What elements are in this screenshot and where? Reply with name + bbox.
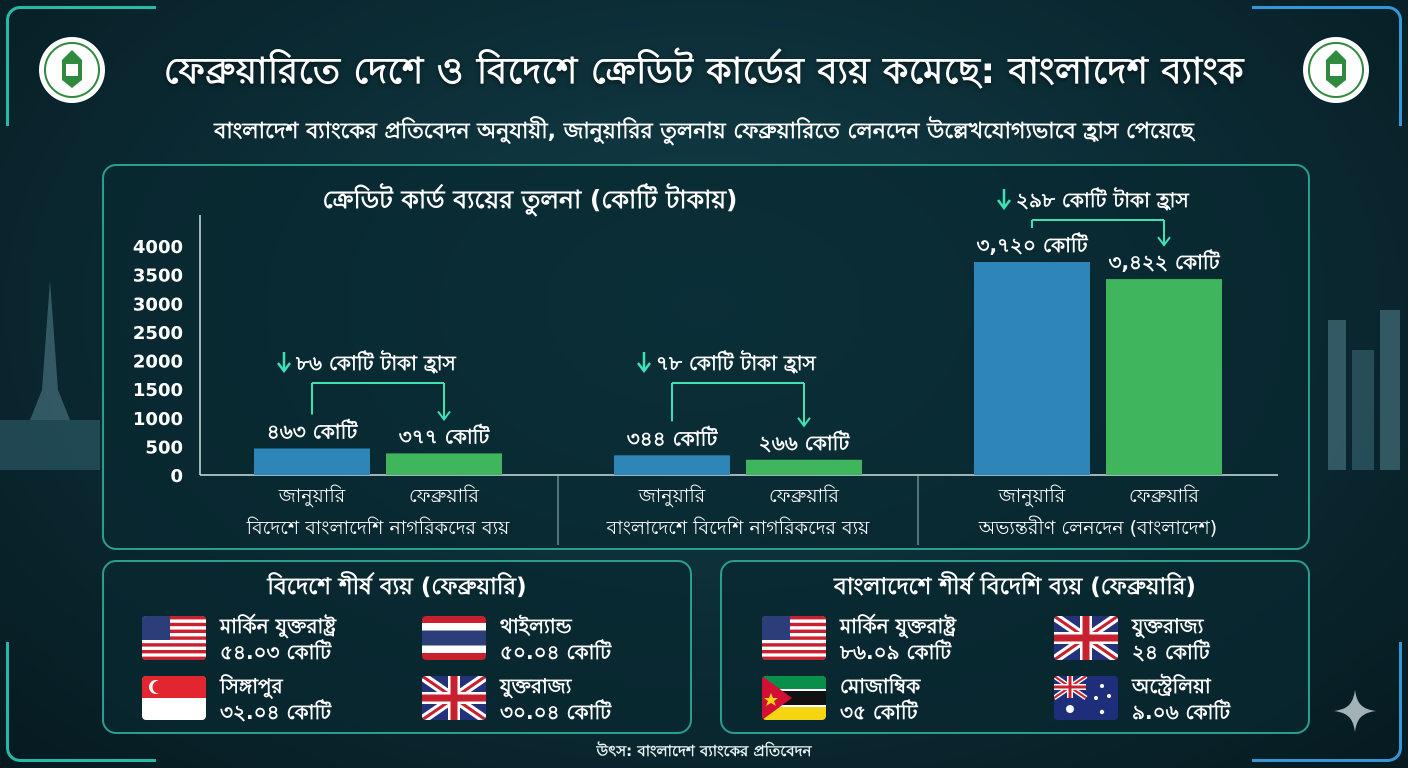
country-value: ৩২.০৪ কোটি <box>220 700 332 724</box>
page-subtitle: বাংলাদেশ ব্যাংকের প্রতিবেদন অনুযায়ী, জা… <box>214 119 1194 144</box>
frame-corner-bottom-left <box>6 642 156 762</box>
country-value: ৩০.০৪ কোটি <box>500 700 612 724</box>
x-category-label: ফেব্রুয়ারি <box>409 485 480 507</box>
country-item: মোজাম্বিক ৩৫ কোটি <box>762 672 1022 728</box>
y-tick-label: 0 <box>170 466 183 487</box>
bar-chart: 0 500 1000 1500 2000 2500 3000 3500 4000 ৪৬৩ কোটি… <box>133 187 1278 545</box>
y-tick-label: 1000 <box>133 409 183 430</box>
frame-corner-top-right <box>1252 6 1402 126</box>
australia-flag-icon <box>1054 676 1118 720</box>
bar-january <box>254 448 370 475</box>
country-item: মার্কিন যুক্তরাষ্ট্র ৮৬.০৯ কোটি <box>762 612 1022 668</box>
country-name: থাইল্যান্ড <box>500 614 572 638</box>
down-arrow-icon <box>277 362 291 374</box>
y-tick-label: 500 <box>145 437 183 458</box>
bar-february <box>746 459 862 475</box>
uk-flag-icon <box>422 676 486 720</box>
page-title: ফেব্রুয়ারিতে দেশে ও বিদেশে ক্রেডিট কার্… <box>163 51 1245 92</box>
singapore-flag-icon <box>142 676 206 720</box>
bar-value-label: ৪৬৩ কোটি <box>267 418 359 443</box>
bar-february <box>386 453 502 475</box>
chart-title: ক্রেডিট কার্ড ব্যয়ের তুলনা (কোটি টাকায়… <box>322 185 738 214</box>
country-name: অস্ট্রেলিয়া <box>1132 674 1211 698</box>
bar-value-label: ৩৪৪ কোটি <box>627 425 719 450</box>
country-value: ৮৬.০৯ কোটি <box>840 640 952 664</box>
bar-value-label: ৩৭৭ কোটি <box>399 423 491 448</box>
country-value: ৯.০৬ কোটি <box>1132 700 1231 724</box>
bar-january <box>974 262 1090 475</box>
thailand-flag-icon <box>422 616 486 660</box>
group-label: বিদেশে বাংলাদেশি নাগরিকদের ব্যয় <box>246 517 510 539</box>
group-label: বাংলাদেশে বিদেশি নাগরিকদের ব্যয় <box>606 517 870 539</box>
y-tick-label: 3500 <box>133 266 183 287</box>
bar-january <box>614 455 730 475</box>
bar-value-label: ৩,৪২২ কোটি <box>1108 249 1220 274</box>
bangladesh-bank-logo-icon <box>1303 37 1369 103</box>
country-name: মোজাম্বিক <box>840 674 921 698</box>
abroad-top-spending-panel: বিদেশে শীর্ষ ব্যয় (ফেব্রুয়ারি) মার্কিন… <box>102 560 692 734</box>
country-value: ৩৫ কোটি <box>840 700 918 724</box>
frame-corner-bottom-right <box>1252 642 1402 762</box>
mozambique-flag-icon <box>762 676 826 720</box>
parliament-skyline-icon <box>0 280 100 470</box>
country-item: যুক্তরাজ্য ৩০.০৪ কোটি <box>422 672 682 728</box>
country-value: ৫০.০৪ কোটি <box>500 640 612 664</box>
source-note: উৎস: বাংলাদেশ ব্যাংকের প্রতিবেদন <box>596 742 812 760</box>
abroad-top-spending-title: বিদেশে শীর্ষ ব্যয় (ফেব্রুয়ারি) <box>267 574 527 600</box>
x-category-label: জানুয়ারি <box>278 485 346 507</box>
change-label: ২৯৮ কোটি টাকা হ্রাস <box>1016 187 1189 212</box>
y-tick-label: 2500 <box>133 323 183 344</box>
x-category-label: ফেব্রুয়ারি <box>1129 485 1200 507</box>
us-flag-icon <box>762 616 826 660</box>
change-label: ৮৬ কোটি টাকা হ্রাস <box>295 350 457 375</box>
uk-flag-icon <box>1054 616 1118 660</box>
country-item: থাইল্যান্ড ৫০.০৪ কোটি <box>422 612 682 668</box>
down-arrow-icon <box>437 410 451 422</box>
sparkle-icon <box>1334 690 1376 732</box>
down-arrow-icon <box>637 362 651 374</box>
domestic-foreign-spending-title: বাংলাদেশে শীর্ষ বিদেশি ব্যয় (ফেব্রুয়ার… <box>834 574 1196 600</box>
country-name: মার্কিন যুক্তরাষ্ট্র <box>840 614 957 638</box>
bar-value-label: ২৬৬ কোটি <box>759 430 851 455</box>
bar-value-label: ৩,৭২০ কোটি <box>976 232 1088 257</box>
y-tick-label: 4000 <box>133 237 183 258</box>
y-tick-label: 2000 <box>133 352 183 373</box>
country-name: মার্কিন যুক্তরাষ্ট্র <box>220 614 337 638</box>
change-label: ৭৮ কোটি টাকা হ্রাস <box>656 350 817 375</box>
x-category-label: জানুয়ারি <box>998 485 1066 507</box>
domestic-foreign-spending-panel: বাংলাদেশে শীর্ষ বিদেশি ব্যয় (ফেব্রুয়ার… <box>720 560 1310 734</box>
down-arrow-icon <box>1157 236 1171 247</box>
country-item: সিঙ্গাপুর ৩২.০৪ কোটি <box>142 672 402 728</box>
country-value: ৫৪.০৩ কোটি <box>220 640 332 664</box>
x-category-label: ফেব্রুয়ারি <box>769 485 840 507</box>
frame-corner-top-left <box>6 6 156 126</box>
us-flag-icon <box>142 616 206 660</box>
y-tick-label: 1500 <box>133 380 183 401</box>
country-name: যুক্তরাজ্য <box>500 674 572 698</box>
down-arrow-icon <box>997 199 1011 211</box>
country-name: সিঙ্গাপুর <box>220 674 283 698</box>
country-value: ২৪ কোটি <box>1132 640 1210 664</box>
country-item: যুক্তরাজ্য ২৪ কোটি <box>1054 612 1314 668</box>
country-name: যুক্তরাজ্য <box>1132 614 1204 638</box>
city-skyline-icon <box>1328 310 1400 470</box>
country-item: মার্কিন যুক্তরাষ্ট্র ৫৪.০৩ কোটি <box>142 612 402 668</box>
down-arrow-icon <box>797 417 811 428</box>
y-tick-label: 3000 <box>133 294 183 315</box>
bar-february <box>1106 279 1222 475</box>
country-item: অস্ট্রেলিয়া ৯.০৬ কোটি <box>1054 672 1314 728</box>
group-label: অভ্যন্তরীণ লেনদেন (বাংলাদেশ) <box>978 516 1217 539</box>
x-category-label: জানুয়ারি <box>638 485 706 507</box>
bangladesh-bank-logo-icon <box>39 37 105 103</box>
